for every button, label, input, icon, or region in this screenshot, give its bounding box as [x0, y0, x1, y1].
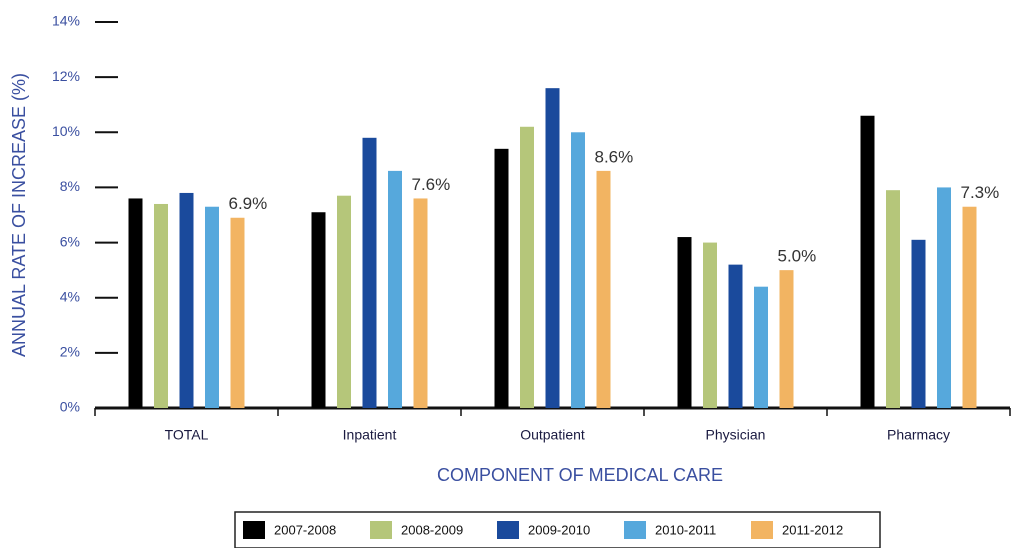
- bar: [779, 270, 794, 408]
- x-tick-label: Physician: [706, 427, 766, 443]
- y-tick-label: 4%: [60, 288, 80, 304]
- bar: [128, 198, 143, 408]
- y-axis-title: ANNUAL RATE OF INCREASE (%): [9, 73, 29, 357]
- y-tick-label: 0%: [60, 399, 80, 415]
- bar: [413, 198, 428, 408]
- y-tick-label: 14%: [52, 13, 80, 29]
- bar: [520, 126, 534, 409]
- bar: [937, 187, 951, 408]
- bar: [362, 137, 377, 409]
- value-label: 7.6%: [412, 175, 451, 194]
- bar: [205, 206, 219, 408]
- legend-swatch: [751, 521, 773, 539]
- bar: [886, 190, 900, 408]
- bar: [388, 170, 402, 408]
- x-tick-label: Pharmacy: [887, 427, 950, 443]
- legend-label: 2010-2011: [655, 522, 716, 537]
- value-label: 8.6%: [595, 147, 634, 166]
- y-tick-label: 10%: [52, 123, 80, 139]
- bar: [703, 242, 717, 408]
- y-tick-label: 6%: [60, 233, 80, 249]
- y-tick-label: 2%: [60, 344, 80, 360]
- y-tick-label: 8%: [60, 178, 80, 194]
- value-label: 5.0%: [778, 247, 817, 266]
- bar: [911, 239, 926, 408]
- bar: [230, 217, 245, 408]
- bar: [962, 206, 977, 408]
- bar: [545, 88, 560, 409]
- legend-swatch: [370, 521, 392, 539]
- x-tick-label: Inpatient: [343, 427, 397, 443]
- x-tick-label: TOTAL: [165, 427, 209, 443]
- value-label: 6.9%: [229, 194, 268, 213]
- legend-swatch: [243, 521, 265, 539]
- bar: [728, 264, 743, 408]
- bar: [596, 170, 611, 408]
- legend-box: [234, 511, 881, 548]
- bar: [754, 286, 768, 408]
- legend-label: 2011-2012: [782, 522, 843, 537]
- bar: [154, 203, 168, 408]
- legend-label: 2008-2009: [401, 522, 463, 537]
- bar: [311, 212, 326, 408]
- legend-swatch: [497, 521, 519, 539]
- bar: [571, 132, 585, 409]
- legend-swatch: [624, 521, 646, 539]
- bar: [337, 195, 351, 408]
- legend-label: 2009-2010: [528, 522, 590, 537]
- y-tick-label: 12%: [52, 68, 80, 84]
- bar: [494, 148, 509, 409]
- x-axis-title: COMPONENT OF MEDICAL CARE: [437, 465, 723, 485]
- bar: [860, 115, 875, 408]
- x-tick-label: Outpatient: [520, 427, 585, 443]
- legend-label: 2007-2008: [274, 522, 336, 537]
- value-label: 7.3%: [961, 183, 1000, 202]
- bar: [179, 192, 194, 408]
- bar: [677, 237, 692, 408]
